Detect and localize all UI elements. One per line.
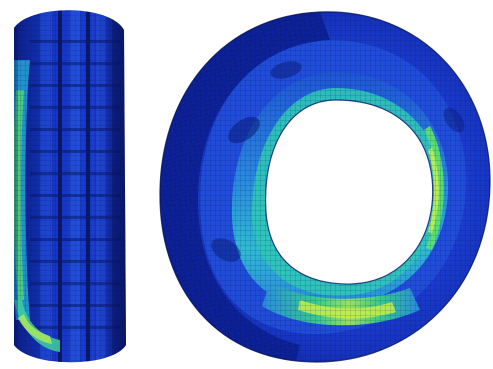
- tire-side-view: [14, 10, 126, 363]
- tire-three-quarter-view: [159, 11, 491, 363]
